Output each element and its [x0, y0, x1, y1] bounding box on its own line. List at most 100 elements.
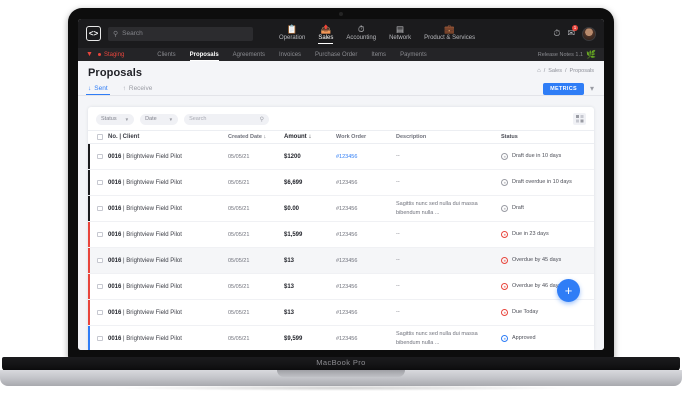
nav-item-network[interactable]: ▤ Network — [389, 25, 411, 42]
mail-icon[interactable]: ✉ 1 — [567, 24, 578, 38]
nav-label-accounting: Accounting — [346, 34, 377, 41]
col-header-work-order[interactable]: Work Order — [336, 134, 367, 140]
cell-status: Overdue by 45 days — [501, 256, 594, 264]
cell-description: -- — [396, 153, 400, 160]
app-logo-icon[interactable]: <> — [86, 26, 101, 41]
select-all-checkbox[interactable] — [92, 134, 108, 140]
row-checkbox[interactable] — [92, 283, 108, 290]
metrics-button[interactable]: METRICS — [543, 83, 584, 95]
table-row[interactable]: 0016 | Brightview Field Pilot 05/05/21 $6,… — [88, 170, 594, 196]
cell-work-order[interactable]: #123456 — [336, 153, 358, 160]
table-row[interactable]: 0016 | Brightview Field Pilot 05/05/21 $13… — [88, 248, 594, 274]
briefcase-icon: 💼 — [444, 24, 455, 35]
status-indicator-icon — [501, 335, 508, 342]
nav-item-sales[interactable]: 📤 Sales — [318, 25, 334, 44]
table-row[interactable]: 0016 | Brightview Field Pilot 05/05/21 $13… — [88, 300, 594, 326]
avatar[interactable] — [582, 26, 596, 41]
status-badge: Draft due in 10 days — [512, 153, 562, 160]
cell-client[interactable]: 0016 | Brightview Field Pilot — [108, 179, 182, 186]
row-status-bar — [88, 170, 90, 195]
subnav-item-purchase-order[interactable]: Purchase Order — [315, 51, 358, 58]
row-checkbox[interactable] — [92, 153, 108, 160]
secondary-nav: Clients Proposals Agreements Invoices Pu… — [157, 51, 427, 62]
cell-amount: $0.00 — [284, 205, 300, 212]
environment-label: Staging — [103, 51, 125, 58]
subnav-item-invoices[interactable]: Invoices — [279, 51, 302, 58]
status-indicator-icon — [501, 153, 508, 160]
tab-sent[interactable]: ↓ Sent — [86, 85, 110, 95]
add-proposal-button[interactable]: + — [557, 279, 580, 302]
status-badge: Due Today — [512, 309, 539, 316]
column-settings-button[interactable] — [573, 113, 586, 125]
nav-label-network: Network — [389, 34, 412, 41]
row-checkbox[interactable] — [92, 309, 108, 316]
filter-funnel-icon[interactable]: ▼ — [86, 51, 93, 58]
subnav-item-proposals[interactable]: Proposals — [189, 51, 219, 62]
row-checkbox[interactable] — [92, 179, 108, 186]
breadcrumb: ⌂ / Sales / Proposals — [537, 68, 594, 74]
cell-client[interactable]: 0016 | Brightview Field Pilot — [108, 153, 182, 160]
cell-description: -- — [396, 179, 400, 186]
nav-item-accounting[interactable]: ⏱ Accounting — [346, 25, 376, 42]
cell-amount: $6,699 — [284, 179, 303, 186]
table-toolbar: Status ▼ Date ▼ Search ⚲ — [88, 107, 594, 130]
col-header-created-date[interactable]: Created Date ↓ — [228, 134, 267, 140]
release-notes[interactable]: Release Notes 1.1 🌿 — [538, 49, 596, 59]
arrow-up-icon: ↑ — [122, 85, 126, 92]
subnav-item-payments[interactable]: Payments — [400, 51, 427, 58]
cell-created-date: 05/05/21 — [228, 153, 250, 160]
cell-work-order: #123456 — [336, 179, 358, 186]
date-filter-dropdown[interactable]: Date ▼ — [140, 113, 179, 125]
breadcrumb-sep-2: / — [565, 68, 567, 74]
arrow-down-icon: ↓ — [88, 85, 92, 92]
laptop-deck-notch — [277, 370, 405, 377]
status-badge: Draft overdue in 10 days — [512, 179, 572, 186]
row-checkbox[interactable] — [92, 231, 108, 238]
col-header-amount[interactable]: Amount ↓ — [284, 134, 312, 140]
table-row[interactable]: 0016 | Brightview Field Pilot 05/05/21 $12… — [88, 144, 594, 170]
global-search-input[interactable]: ⚲ Search — [108, 26, 253, 41]
table-row[interactable]: 0016 | Brightview Field Pilot 05/05/21 $1,… — [88, 222, 594, 248]
breadcrumb-current: Proposals — [569, 68, 594, 74]
table-row[interactable]: 0016 | Brightview Field Pilot 05/05/21 $0.… — [88, 196, 594, 222]
nav-item-product-services[interactable]: 💼 Product & Services — [424, 25, 475, 42]
row-checkbox[interactable] — [92, 257, 108, 264]
col-header-description[interactable]: Description — [396, 133, 427, 140]
status-indicator-icon — [501, 205, 508, 212]
cell-client[interactable]: 0016 | Brightview Field Pilot — [108, 283, 182, 290]
cell-client[interactable]: 0016 | Brightview Field Pilot — [108, 205, 182, 212]
filter-funnel-icon-page[interactable]: ▾ — [589, 84, 594, 93]
cell-client[interactable]: 0016 | Brightview Field Pilot — [108, 231, 182, 238]
page-header: Proposals ⌂ / Sales / Proposals ↓ Sent — [78, 61, 604, 95]
tab-receive[interactable]: ↑ Receive — [123, 85, 153, 95]
table-row[interactable]: 0016 | Brightview Field Pilot 05/05/21 $13… — [88, 274, 594, 300]
leaf-icon: 🌿 — [586, 49, 596, 59]
tab-sent-label: Sent — [94, 85, 108, 92]
cell-description: -- — [396, 309, 400, 316]
status-filter-dropdown[interactable]: Status ▼ — [96, 113, 135, 125]
cell-work-order: #123456 — [336, 283, 358, 290]
status-badge: Approved — [512, 335, 536, 342]
row-checkbox[interactable] — [92, 205, 108, 212]
table-search-input[interactable]: Search ⚲ — [184, 113, 270, 125]
home-icon[interactable]: ⌂ — [537, 68, 541, 74]
cell-client[interactable]: 0016 | Brightview Field Pilot — [108, 309, 182, 316]
app-topbar: <> ⚲ Search 📋 Operation 📤 Sales ⏱ — [78, 19, 604, 48]
subnav-item-items[interactable]: Items — [371, 51, 387, 58]
col-header-status[interactable]: Status — [501, 133, 518, 140]
device-model-label: MacBook Pro — [316, 358, 366, 367]
row-checkbox[interactable] — [92, 335, 108, 342]
breadcrumb-parent[interactable]: Sales — [548, 68, 562, 74]
subnav-item-clients[interactable]: Clients — [157, 51, 176, 58]
environment-badge: Staging — [97, 51, 125, 58]
cell-status: Due in 23 days — [501, 230, 594, 238]
nav-item-operation[interactable]: 📋 Operation — [279, 25, 305, 42]
page-title: Proposals — [88, 67, 143, 79]
laptop-deck — [0, 370, 682, 386]
cell-client[interactable]: 0016 | Brightview Field Pilot — [108, 257, 182, 264]
history-clock-icon[interactable]: ⏱ — [553, 28, 561, 38]
cell-client[interactable]: 0016 | Brightview Field Pilot — [108, 335, 182, 342]
col-header-client[interactable]: No. | Client — [108, 134, 140, 140]
table-row[interactable]: 0016 | Brightview Field Pilot 05/05/21 $9,… — [88, 326, 594, 350]
subnav-item-agreements[interactable]: Agreements — [232, 51, 266, 58]
